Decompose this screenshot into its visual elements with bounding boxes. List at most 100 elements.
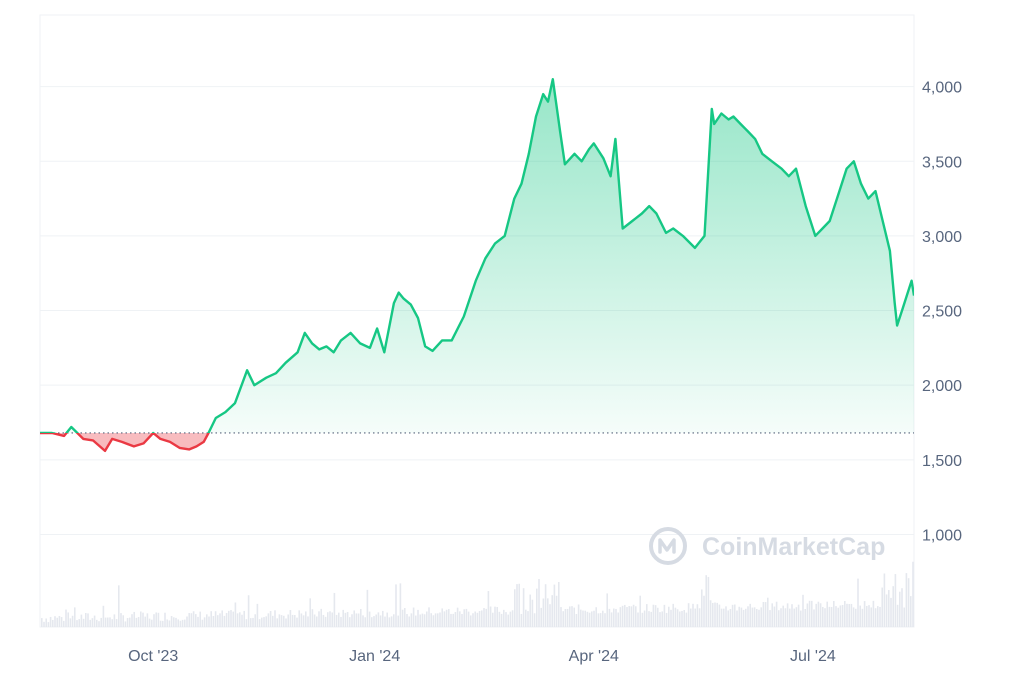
volume-bar	[107, 618, 109, 627]
volume-bar	[804, 609, 806, 627]
volume-bar	[446, 610, 448, 627]
volume-bar	[239, 612, 241, 627]
volume-bar	[578, 604, 580, 627]
volume-bar	[435, 613, 437, 627]
volume-bar	[369, 612, 371, 627]
volume-bar	[54, 616, 56, 627]
volume-bar	[182, 620, 184, 627]
volume-bar	[510, 612, 512, 627]
volume-bar	[705, 575, 707, 627]
volume-bar	[813, 609, 815, 627]
volume-bar	[490, 606, 492, 627]
volume-bar	[406, 614, 408, 627]
volume-bar	[661, 611, 663, 627]
volume-bar	[173, 617, 175, 627]
volume-bar	[888, 590, 890, 627]
volume-bar	[648, 611, 650, 627]
volume-bar	[703, 596, 705, 627]
volume-bar	[675, 608, 677, 627]
volume-bar	[646, 604, 648, 627]
volume-bar	[235, 602, 237, 627]
volume-bar	[466, 609, 468, 627]
volume-bar	[283, 616, 285, 627]
volume-bar	[309, 598, 311, 627]
volume-bar	[63, 621, 65, 627]
volume-bar	[615, 609, 617, 627]
volume-bar	[371, 617, 373, 627]
volume-bar	[584, 611, 586, 627]
volume-bar	[855, 609, 857, 627]
volume-bar	[549, 604, 551, 627]
volume-bar	[831, 607, 833, 627]
volume-bar	[367, 590, 369, 627]
volume-bar	[653, 605, 655, 627]
watermark-text: CoinMarketCap	[702, 533, 885, 561]
volume-bar	[301, 613, 303, 627]
volume-bar	[866, 606, 868, 627]
volume-bar	[459, 611, 461, 627]
volume-bar	[373, 616, 375, 627]
volume-bar	[785, 608, 787, 627]
volume-bar	[820, 603, 822, 627]
volume-bar	[571, 606, 573, 627]
volume-bar	[169, 620, 171, 627]
volume-bar	[261, 618, 263, 627]
volume-bar	[463, 609, 465, 627]
volume-bar	[736, 611, 738, 627]
volume-bar	[829, 607, 831, 627]
volume-bar	[226, 613, 228, 627]
volume-bar	[48, 622, 50, 627]
volume-bar	[375, 615, 377, 627]
volume-bar	[730, 609, 732, 627]
volume-bar	[450, 614, 452, 627]
volume-bar	[294, 615, 296, 627]
volume-bar	[576, 614, 578, 627]
volume-bar	[837, 608, 839, 627]
volume-bar	[468, 612, 470, 627]
volume-bar	[477, 613, 479, 627]
volume-bar	[272, 616, 274, 627]
volume-bar	[701, 589, 703, 627]
volume-bar	[422, 614, 424, 627]
volume-bar	[98, 621, 100, 627]
volume-bar	[512, 610, 514, 627]
volume-bar	[789, 609, 791, 627]
x-tick-label: Jan '24	[349, 648, 400, 665]
volume-bar	[338, 613, 340, 627]
volume-bar	[732, 605, 734, 627]
volume-bar	[826, 602, 828, 627]
volume-bar	[496, 607, 498, 627]
volume-bar	[441, 608, 443, 627]
volume-bar	[870, 607, 872, 627]
area-fill-up	[40, 79, 914, 451]
volume-bar	[138, 617, 140, 627]
volume-bar	[52, 620, 54, 627]
volume-bar	[180, 621, 182, 627]
volume-bar	[349, 617, 351, 627]
volume-bar	[868, 605, 870, 627]
volume-bar	[723, 609, 725, 627]
volume-bar	[734, 605, 736, 627]
volume-bar	[329, 611, 331, 627]
volume-bar	[501, 614, 503, 627]
volume-bar	[628, 606, 630, 627]
volume-bar	[318, 611, 320, 627]
volume-bar	[499, 612, 501, 627]
volume-bar	[560, 607, 562, 627]
volume-bar	[279, 614, 281, 627]
volume-bar	[250, 618, 252, 627]
volume-bar	[699, 608, 701, 627]
volume-bar	[582, 611, 584, 627]
volume-bar	[50, 617, 52, 627]
volume-bar	[195, 614, 197, 627]
volume-bar	[690, 609, 692, 627]
volume-bar	[912, 562, 914, 627]
volume-bar	[142, 613, 144, 627]
volume-bar	[846, 604, 848, 627]
volume-bar	[811, 601, 813, 627]
volume-bar	[903, 608, 905, 627]
volume-bar	[94, 616, 96, 627]
volume-bar	[692, 604, 694, 627]
volume-bar	[72, 616, 74, 627]
